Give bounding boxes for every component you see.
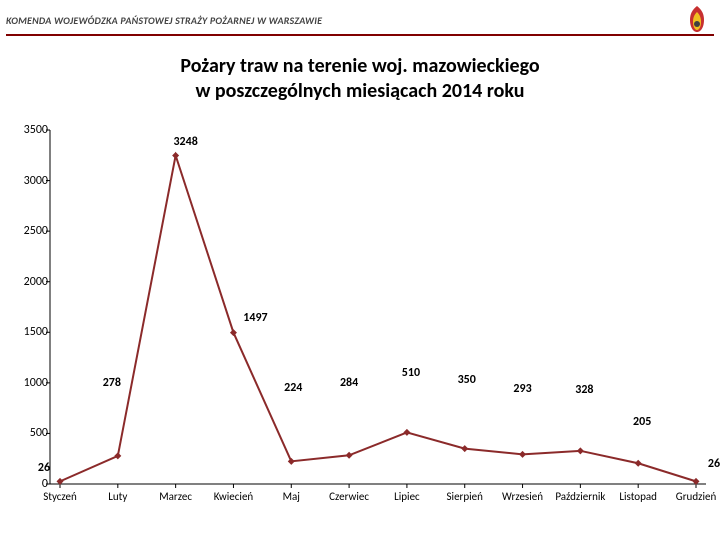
data-label: 1497 xyxy=(243,311,267,325)
data-label: 510 xyxy=(402,366,420,380)
x-tick-label: Maj xyxy=(283,490,300,503)
data-label: 284 xyxy=(340,376,358,390)
fire-brigade-logo-icon xyxy=(680,2,714,41)
x-tick-label: Grudzień xyxy=(676,490,716,503)
data-label: 278 xyxy=(103,376,121,390)
data-label: 224 xyxy=(284,381,302,395)
data-label: 26 xyxy=(708,457,720,471)
x-tick-label: Listopad xyxy=(619,490,657,503)
chart: 262783248149722428451035029332820526 Sty… xyxy=(10,130,706,510)
title-line1: Pożary traw na terenie woj. mazowieckieg… xyxy=(180,54,539,78)
line-series xyxy=(50,130,706,484)
org-name: KOMENDA WOJEWÓDZKA PAŃSTOWEJ STRAŻY POŻA… xyxy=(6,6,714,27)
y-tick-label: 0 xyxy=(10,477,48,491)
x-tick-label: Kwiecień xyxy=(214,490,254,503)
x-axis-labels: StyczeńLutyMarzecKwiecieńMajCzerwiecLipi… xyxy=(50,486,706,510)
data-label: 205 xyxy=(633,415,651,429)
y-tick-label: 1000 xyxy=(10,376,48,390)
data-label: 26 xyxy=(38,461,50,475)
header-bar: KOMENDA WOJEWÓDZKA PAŃSTOWEJ STRAŻY POŻA… xyxy=(6,6,714,36)
x-tick-label: Czerwiec xyxy=(329,490,369,503)
y-tick-label: 3500 xyxy=(10,123,48,137)
y-tick-label: 3000 xyxy=(10,174,48,188)
x-tick-label: Październik xyxy=(555,490,605,503)
y-tick-label: 2500 xyxy=(10,224,48,238)
data-label: 328 xyxy=(575,383,593,397)
x-tick-label: Lipiec xyxy=(394,490,420,503)
y-tick-label: 1500 xyxy=(10,325,48,339)
page: KOMENDA WOJEWÓDZKA PAŃSTOWEJ STRAŻY POŻA… xyxy=(0,0,720,540)
data-label: 293 xyxy=(513,382,531,396)
y-tick-label: 500 xyxy=(10,426,48,440)
x-tick-label: Luty xyxy=(108,490,127,503)
plot-area: 262783248149722428451035029332820526 xyxy=(50,130,706,484)
data-label: 350 xyxy=(458,373,476,387)
x-tick-label: Marzec xyxy=(159,490,192,503)
x-tick-label: Styczeń xyxy=(43,490,77,503)
data-label: 3248 xyxy=(173,135,197,149)
chart-title: Pożary traw na terenie woj. mazowieckieg… xyxy=(0,54,720,104)
title-line2: w poszczególnych miesiącach 2014 roku xyxy=(195,79,524,103)
y-tick-label: 2000 xyxy=(10,275,48,289)
x-tick-label: Wrzesień xyxy=(502,490,543,503)
x-tick-label: Sierpień xyxy=(446,490,482,503)
